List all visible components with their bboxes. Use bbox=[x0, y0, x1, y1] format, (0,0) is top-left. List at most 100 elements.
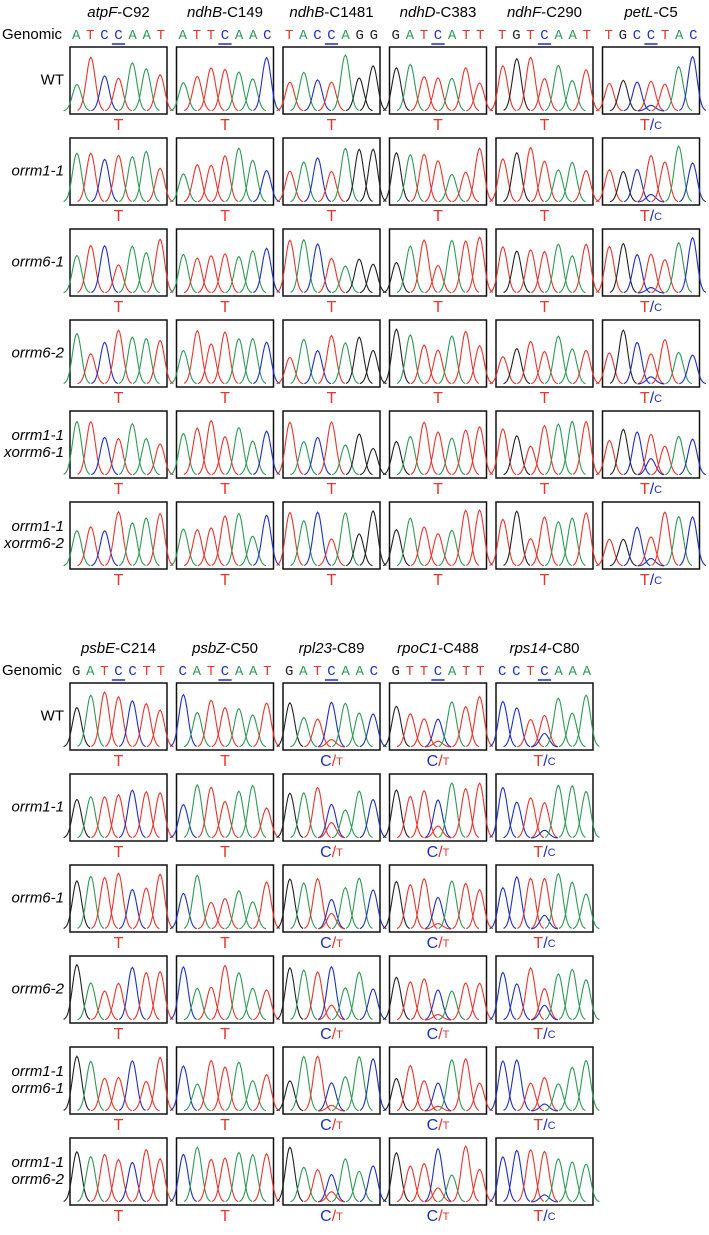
trace-peak bbox=[531, 914, 558, 930]
trace-peak bbox=[359, 509, 387, 566]
trace-peak bbox=[331, 265, 359, 294]
trace-peak bbox=[489, 518, 517, 566]
trace-peak bbox=[544, 520, 572, 567]
trace-peak bbox=[317, 965, 346, 1020]
base-call: T bbox=[433, 299, 443, 316]
trace-peak bbox=[318, 1082, 345, 1112]
trace-peak bbox=[225, 71, 253, 112]
trace-peak bbox=[359, 798, 387, 839]
trace-peak bbox=[211, 1066, 239, 1112]
trace-peak bbox=[239, 78, 267, 112]
trace-peak bbox=[517, 340, 545, 385]
trace-peak bbox=[679, 438, 707, 476]
base-call: T bbox=[114, 208, 124, 225]
genomic-label: Genomic bbox=[2, 662, 63, 679]
trace-peak bbox=[345, 1055, 373, 1111]
trace-peak bbox=[276, 170, 304, 203]
base-call: T/C bbox=[533, 1208, 555, 1225]
trace-peak bbox=[544, 1158, 572, 1203]
trace-peak bbox=[558, 420, 586, 475]
base-call: T bbox=[433, 117, 443, 134]
edit-site: -C5 bbox=[654, 4, 678, 21]
trace-peak bbox=[146, 73, 174, 112]
trace-peak bbox=[225, 255, 253, 294]
trace-peak bbox=[452, 787, 480, 838]
gene-name: ndhD bbox=[400, 4, 436, 21]
base-call: T bbox=[114, 844, 124, 861]
base-call: T bbox=[114, 117, 124, 134]
trace-peak bbox=[118, 336, 146, 384]
trace-peak bbox=[637, 536, 665, 567]
trace-peak bbox=[637, 287, 665, 294]
trace-peak bbox=[665, 65, 693, 112]
trace-peak bbox=[77, 795, 105, 839]
chromatogram-box bbox=[388, 319, 488, 388]
edit-site: -C383 bbox=[436, 4, 477, 21]
trace-peak bbox=[276, 878, 304, 929]
trace-peak bbox=[253, 247, 281, 294]
trace-peak bbox=[77, 420, 105, 475]
trace-peak bbox=[169, 528, 197, 567]
trace-peak bbox=[331, 886, 359, 930]
trace-peak bbox=[169, 693, 197, 747]
chromatogram-box bbox=[601, 410, 701, 479]
trace-peak bbox=[396, 333, 424, 384]
edit-site: -C488 bbox=[438, 640, 479, 657]
trace-peak bbox=[253, 1073, 281, 1112]
trace-peak bbox=[517, 718, 545, 748]
chromatogram-box bbox=[495, 955, 594, 1024]
chromatogram-box bbox=[495, 228, 594, 297]
trace-peak bbox=[410, 1162, 438, 1203]
base-call: C/T bbox=[320, 1208, 343, 1225]
trace-peak bbox=[91, 530, 119, 567]
trace-peak bbox=[183, 1146, 211, 1202]
trace-peak bbox=[530, 424, 559, 475]
trace-peak bbox=[77, 353, 105, 385]
trace-peak bbox=[544, 243, 572, 293]
trace-peak bbox=[304, 1055, 332, 1111]
trace-peak bbox=[211, 800, 239, 839]
row-label: orrm6-2 bbox=[11, 980, 64, 997]
trace-peak bbox=[679, 515, 707, 566]
chromatogram-box bbox=[69, 46, 168, 115]
trace-peak bbox=[466, 82, 494, 112]
trace-peak bbox=[595, 439, 623, 476]
base-call: T bbox=[433, 572, 443, 589]
trace-peak bbox=[169, 173, 197, 203]
row-label: orrm1-1 bbox=[11, 1154, 64, 1171]
trace-peak bbox=[132, 790, 160, 838]
edit-site: -C92 bbox=[117, 4, 150, 21]
base-call: T bbox=[114, 1117, 124, 1134]
trace-peak bbox=[63, 963, 91, 1020]
trace-peak bbox=[118, 61, 146, 111]
base-call: C/T bbox=[320, 935, 343, 952]
trace-peak bbox=[595, 82, 623, 112]
trace-peak bbox=[63, 83, 91, 112]
trace-peak bbox=[225, 147, 253, 202]
trace-peak bbox=[197, 699, 225, 747]
trace-peak bbox=[651, 338, 679, 385]
base-call: T/C bbox=[640, 572, 662, 589]
trace-peak bbox=[424, 349, 452, 385]
trace-peak bbox=[290, 238, 318, 293]
base-call: T bbox=[220, 390, 230, 407]
trace-peak bbox=[396, 795, 424, 839]
trace-peak bbox=[345, 433, 373, 476]
trace-peak bbox=[572, 978, 600, 1021]
trace-peak bbox=[132, 437, 160, 476]
trace-peak bbox=[531, 77, 558, 112]
trace-peak bbox=[424, 718, 452, 748]
trace-peak bbox=[558, 1066, 586, 1112]
trace-peak bbox=[211, 1157, 239, 1203]
base-call: T bbox=[220, 481, 230, 498]
trace-peak bbox=[317, 701, 346, 748]
trace-peak bbox=[77, 1060, 105, 1111]
row-label: orrm1-1 bbox=[11, 518, 64, 535]
trace-peak bbox=[77, 982, 105, 1021]
trace-peak bbox=[290, 969, 318, 1020]
trace-peak bbox=[183, 257, 211, 294]
trace-peak bbox=[345, 877, 373, 929]
trace-peak bbox=[253, 514, 281, 566]
